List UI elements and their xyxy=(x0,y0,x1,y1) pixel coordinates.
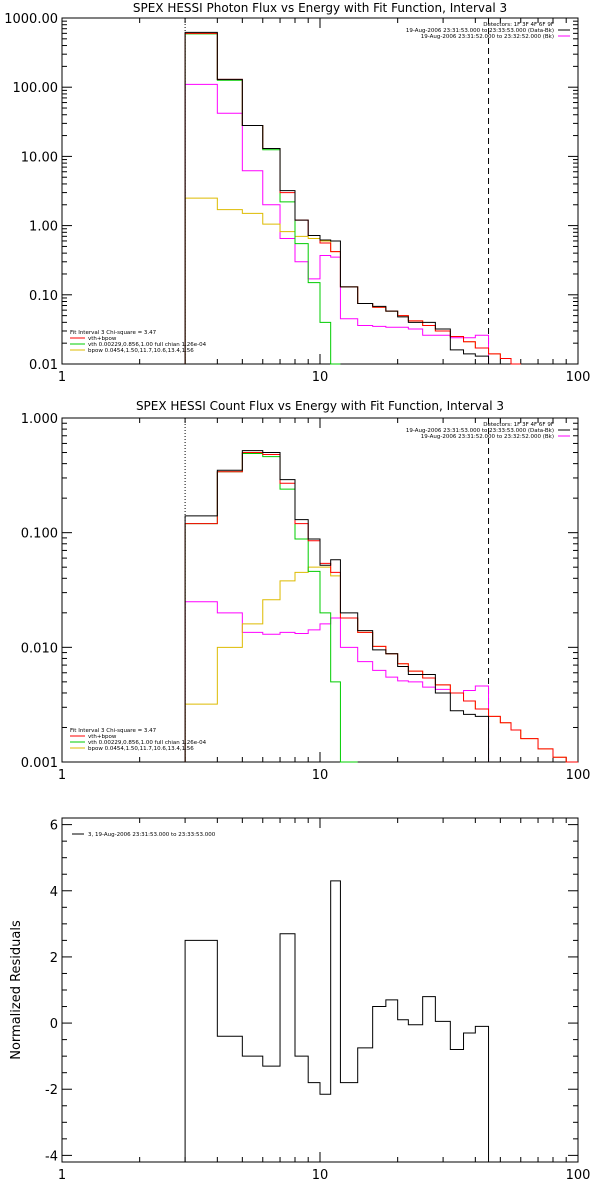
photon-flux-series-vth xyxy=(184,33,341,365)
residuals-y-tick-label: 2 xyxy=(50,951,58,966)
photon-flux-panel: SPEX HESSI Photon Flux vs Energy with Fi… xyxy=(4,1,590,385)
count-flux-header-line: 19-Aug-2006 23:31:52.000 to 23:32:52.000… xyxy=(421,434,554,440)
photon-flux-x-tick-label: 100 xyxy=(566,370,591,385)
residuals-frame xyxy=(61,817,579,1163)
photon-flux-y-tick-label: 0.01 xyxy=(29,358,58,373)
count-flux-legend-line: bpow 0.0454,1.50,11.7,10.6,13.4,1.56 xyxy=(88,746,194,752)
count-flux-y-tick-label: 1.000 xyxy=(21,412,58,427)
count-flux-x-tick-label: 100 xyxy=(566,768,591,783)
residuals-y-tick-label: 4 xyxy=(50,885,58,900)
residuals-legend-line: 3, 19-Aug-2006 23:31:53.000 to 23:33:53.… xyxy=(88,832,216,838)
count-flux-series-vth xyxy=(184,453,358,763)
count-flux-y-tick-label: 0.001 xyxy=(21,756,58,771)
count-flux-y-tick-label: 0.010 xyxy=(21,641,58,656)
count-flux-y-tick-label: 0.100 xyxy=(21,527,58,542)
photon-flux-header-line: Detectors: 1F 3F 4F 6F 9F xyxy=(483,22,554,28)
photon-flux-title: SPEX HESSI Photon Flux vs Energy with Fi… xyxy=(133,1,507,15)
photon-flux-header-line: 19-Aug-2006 23:31:52.000 to 23:32:52.000… xyxy=(421,34,554,40)
photon-flux-legend-line: vth 0.00229,0.856,1.00 full chian 1.26e-… xyxy=(88,342,207,348)
residuals-panel: Normalized Residuals 1 10 100 -4 -2 0 2 4 6 3, 1… xyxy=(9,817,591,1183)
count-flux-legend-line: vth 0.00229,0.856,1.00 full chian 1.26e-… xyxy=(88,740,207,746)
photon-flux-series-vth-bpow xyxy=(184,32,521,365)
count-flux-header-line: Detectors: 1F 3F 4F 6F 9F xyxy=(483,422,554,428)
photon-flux-x-tick-label: 1 xyxy=(58,370,66,385)
photon-flux-series-bpow xyxy=(184,197,521,365)
photon-flux-series-bk xyxy=(184,83,490,364)
residuals-y-tick-label: 0 xyxy=(50,1017,58,1032)
count-flux-series-bpow xyxy=(184,566,578,763)
count-flux-header-line: 19-Aug-2006 23:31:53.000 to 23:33:53.000… xyxy=(406,428,554,434)
photon-flux-legend-line: bpow 0.0454,1.50,11.7,10.6,13.4,1.56 xyxy=(88,348,194,354)
count-flux-series-vth-bpow xyxy=(184,452,578,763)
count-flux-legend-line: vth+bpow xyxy=(88,734,117,740)
photon-flux-x-tick-label: 10 xyxy=(312,370,329,385)
photon-flux-legend-line: vth+bpow xyxy=(88,336,117,342)
photon-flux-legend-line: Fit Interval 3 Chi-square = 3.47 xyxy=(70,330,157,336)
residuals-x-tick-label: 100 xyxy=(566,1168,591,1183)
photon-flux-y-tick-label: 1000.00 xyxy=(4,12,58,27)
count-flux-series-data-bk xyxy=(184,450,490,762)
count-flux-x-tick-label: 10 xyxy=(312,768,329,783)
photon-flux-y-tick-label: 0.10 xyxy=(29,289,58,304)
count-flux-panel: SPEX HESSI Count Flux vs Energy with Fit… xyxy=(21,399,591,783)
photon-flux-series-data-bk xyxy=(184,31,490,364)
residuals-y-tick-label: -2 xyxy=(45,1083,58,1098)
residuals-y-axis-label: Normalized Residuals xyxy=(9,920,24,1060)
photon-flux-y-tick-label: 100.00 xyxy=(13,81,59,96)
count-flux-legend-line: Fit Interval 3 Chi-square = 3.47 xyxy=(70,728,157,734)
residuals-x-tick-label: 1 xyxy=(58,1168,66,1183)
residuals-series-residuals xyxy=(184,880,490,1162)
residuals-x-tick-label: 10 xyxy=(312,1168,329,1183)
photon-flux-y-tick-label: 10.00 xyxy=(21,150,58,165)
residuals-y-tick-label: 6 xyxy=(50,819,58,834)
count-flux-title: SPEX HESSI Count Flux vs Energy with Fit… xyxy=(136,399,504,413)
photon-flux-header-line: 19-Aug-2006 23:31:53.000 to 23:33:53.000… xyxy=(406,28,554,34)
residuals-y-tick-label: -4 xyxy=(45,1149,58,1164)
photon-flux-y-tick-label: 1.00 xyxy=(29,220,58,235)
count-flux-x-tick-label: 1 xyxy=(58,768,66,783)
